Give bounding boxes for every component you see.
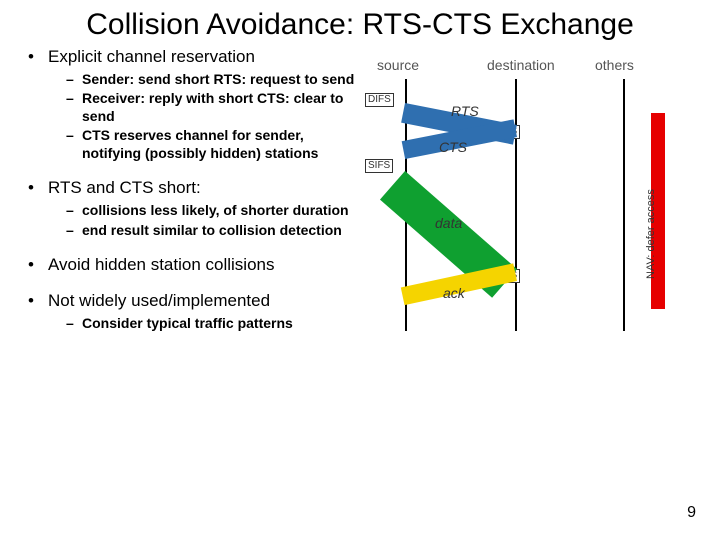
column-label: destination xyxy=(487,57,555,73)
ifs-box: DIFS xyxy=(365,93,394,107)
frame-label: CTS xyxy=(439,139,467,155)
bullet-level2: CTS reserves channel for sender, notifyi… xyxy=(66,127,360,162)
bullet-level1: Not widely used/implemented Consider typi… xyxy=(28,291,360,333)
bullet-level2: end result similar to collision detectio… xyxy=(66,222,360,240)
bullet-list: Explicit channel reservation Sender: send… xyxy=(28,47,360,333)
frame-label: ack xyxy=(443,285,465,301)
rts-cts-diagram: sourcedestinationothersDIFSSIFSSIFSSIFSR… xyxy=(365,53,675,363)
bullet-text: RTS and CTS short: xyxy=(48,178,201,197)
frame-label: data xyxy=(435,215,462,231)
timeline-line xyxy=(623,79,625,331)
bullet-text: Avoid hidden station collisions xyxy=(48,255,275,274)
slide-number: 9 xyxy=(687,504,696,522)
column-label: source xyxy=(377,57,419,73)
nav-label: NAV: defer access xyxy=(645,189,657,279)
ifs-box: SIFS xyxy=(365,159,393,173)
bullet-level1: Explicit channel reservation Sender: send… xyxy=(28,47,360,163)
timeline-line xyxy=(515,79,517,331)
bullet-level2: Sender: send short RTS: request to send xyxy=(66,71,360,89)
bullet-level1: Avoid hidden station collisions xyxy=(28,255,360,275)
bullet-text: Explicit channel reservation xyxy=(48,47,255,66)
bullet-text: Not widely used/implemented xyxy=(48,291,270,310)
bullet-level1: RTS and CTS short: collisions less likely… xyxy=(28,178,360,239)
bullet-level2: collisions less likely, of shorter durat… xyxy=(66,202,360,220)
column-label: others xyxy=(595,57,634,73)
slide-title: Collision Avoidance: RTS-CTS Exchange xyxy=(0,8,720,43)
frame-label: RTS xyxy=(451,103,479,119)
bullet-level2: Consider typical traffic patterns xyxy=(66,315,360,333)
bullet-level2: Receiver: reply with short CTS: clear to… xyxy=(66,90,360,125)
